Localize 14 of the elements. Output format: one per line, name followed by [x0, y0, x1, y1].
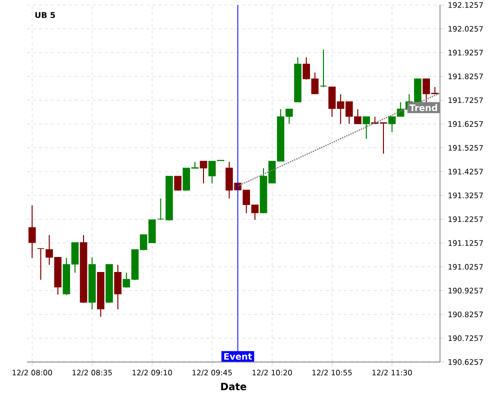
candlestick	[286, 108, 293, 124]
candlestick	[114, 264, 122, 310]
candlestick	[320, 49, 328, 88]
candlestick	[200, 160, 208, 184]
candlestick	[354, 108, 362, 124]
candlestick	[388, 116, 396, 133]
ref-line-label: Event	[224, 353, 252, 360]
candlestick	[362, 116, 370, 140]
candlestick	[174, 176, 182, 192]
series-label: Trend	[409, 104, 438, 112]
candlestick	[208, 160, 216, 184]
candlestick	[37, 248, 44, 280]
candlestick	[28, 204, 36, 258]
x-axis-title: Date	[221, 382, 246, 390]
